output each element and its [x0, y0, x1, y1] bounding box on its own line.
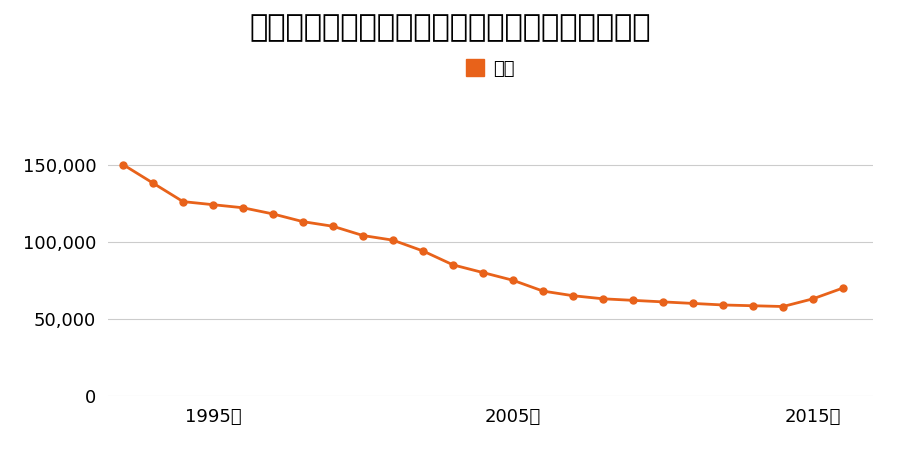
Text: 宮城県仙台市太白区松が丘１番８０４の地価推移: 宮城県仙台市太白区松が丘１番８０４の地価推移 — [249, 14, 651, 42]
Legend: 価格: 価格 — [466, 59, 515, 78]
